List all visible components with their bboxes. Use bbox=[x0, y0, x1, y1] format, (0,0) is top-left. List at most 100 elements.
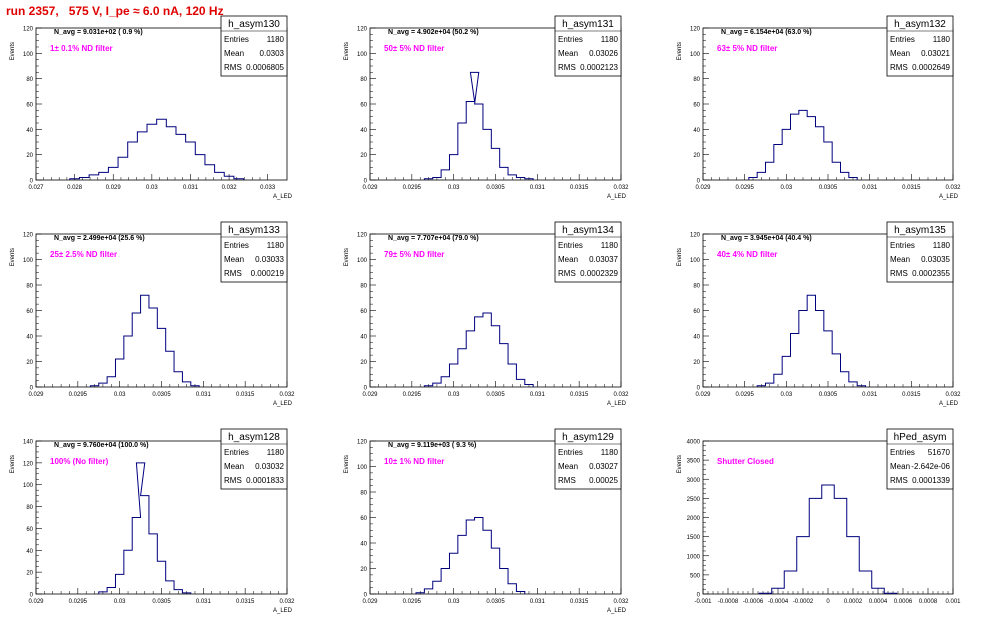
navg-label: N_avg = 9.119e+03 ( 9.3 %) bbox=[388, 442, 476, 449]
x-tick-label: -0.001 bbox=[694, 599, 712, 605]
histogram-bin bbox=[809, 498, 822, 594]
histogram-bin bbox=[872, 588, 885, 594]
x-tick-label: 0.028 bbox=[67, 185, 83, 191]
y-tick-label: 0 bbox=[30, 179, 34, 185]
y-tick-label: 80 bbox=[693, 284, 700, 290]
y-tick-label: 100 bbox=[23, 52, 34, 58]
histogram-name: h_asym128 bbox=[228, 432, 280, 443]
histogram-bin bbox=[824, 142, 832, 180]
stat-value: 0.0001339 bbox=[912, 476, 950, 485]
stat-value: 1180 bbox=[601, 448, 619, 457]
x-axis-label: A_LED bbox=[273, 401, 293, 407]
x-tick-label: 0.0305 bbox=[486, 599, 505, 605]
histogram-bin bbox=[441, 170, 449, 180]
histogram-bin bbox=[149, 308, 157, 387]
histogram-bin bbox=[483, 313, 491, 387]
x-tick-label: 0.029 bbox=[695, 185, 711, 191]
stat-name: RMS bbox=[224, 476, 242, 485]
stat-name: Entries bbox=[558, 448, 583, 457]
histogram-bin bbox=[774, 374, 782, 387]
y-tick-label: 60 bbox=[26, 309, 33, 315]
y-axis-label: Events bbox=[677, 248, 683, 266]
x-tick-label: 0.0305 bbox=[152, 599, 171, 605]
y-tick-label: 60 bbox=[26, 527, 33, 533]
y-tick-label: 20 bbox=[26, 571, 33, 577]
histogram-bin bbox=[99, 172, 109, 180]
y-tick-label: 20 bbox=[26, 360, 33, 366]
y-tick-label: 100 bbox=[23, 258, 34, 264]
y-tick-label: 60 bbox=[360, 309, 367, 315]
y-tick-label: 20 bbox=[26, 153, 33, 159]
stat-value: 0.0002329 bbox=[580, 269, 618, 278]
x-tick-label: 0.0295 bbox=[403, 392, 422, 398]
histogram-bin bbox=[195, 155, 205, 180]
histogram-bin bbox=[458, 535, 466, 594]
histogram-bin bbox=[782, 129, 790, 180]
y-tick-label: 80 bbox=[360, 77, 367, 83]
histogram-bin bbox=[466, 520, 474, 594]
histogram-bin bbox=[822, 485, 835, 594]
stat-name: RMS bbox=[224, 269, 242, 278]
histogram-panel-h_asym131: 0 20 40 60 80 100 120 0.029 0.0295 0.03 0.0305 0.03… bbox=[344, 15, 629, 200]
histogram-name: h_asym135 bbox=[894, 225, 946, 236]
histogram-bin bbox=[132, 313, 140, 387]
histogram-bin bbox=[124, 336, 132, 387]
histogram-bin bbox=[516, 379, 524, 387]
stats-box bbox=[220, 15, 288, 77]
filter-annotation: 1± 0.1% ND filter bbox=[50, 44, 113, 53]
histogram-panel-h_asym132: 0 20 40 60 80 100 120 0.029 0.0295 0.03 0.0305 0.03… bbox=[677, 15, 961, 200]
histogram-bin bbox=[137, 132, 147, 180]
histogram-bin bbox=[424, 589, 432, 594]
y-tick-label: 80 bbox=[693, 77, 700, 83]
y-tick-label: 120 bbox=[23, 27, 34, 33]
histogram-bin bbox=[174, 372, 182, 387]
y-tick-label: 120 bbox=[357, 27, 368, 33]
histogram-outline bbox=[748, 109, 858, 180]
stat-name: RMS bbox=[558, 63, 576, 72]
stat-name: RMS bbox=[890, 476, 908, 485]
x-tick-label: 0.032 bbox=[613, 599, 629, 605]
histogram-bin bbox=[807, 117, 815, 180]
histogram-outline bbox=[423, 71, 534, 180]
x-tick-label: 0.0305 bbox=[152, 392, 171, 398]
histogram-bin bbox=[832, 354, 840, 387]
histogram-name: h_asym133 bbox=[228, 225, 280, 236]
x-tick-label: 0 bbox=[826, 599, 830, 605]
stats-box bbox=[220, 428, 288, 490]
y-tick-label: 0 bbox=[30, 386, 34, 392]
stat-value: 0.03032 bbox=[255, 462, 284, 471]
stat-name: RMS bbox=[558, 269, 576, 278]
y-axis-label: Events bbox=[677, 455, 683, 473]
histogram-bin bbox=[141, 295, 149, 387]
stat-value: 0.000219 bbox=[251, 269, 285, 278]
histogram-bin bbox=[149, 534, 157, 594]
stat-name: RMS bbox=[558, 476, 576, 485]
stat-name: Mean bbox=[890, 462, 910, 471]
histogram-bin bbox=[182, 382, 190, 387]
histogram-bin bbox=[449, 364, 457, 387]
histogram-outline bbox=[89, 294, 200, 387]
histogram-bin bbox=[157, 119, 167, 180]
y-tick-label: 20 bbox=[360, 567, 367, 573]
x-tick-label: 0.032 bbox=[279, 392, 295, 398]
histogram-bin bbox=[508, 584, 516, 594]
x-tick-label: 0.0305 bbox=[819, 185, 838, 191]
stat-value: 0.03027 bbox=[589, 462, 618, 471]
x-tick-label: 0.0315 bbox=[570, 599, 589, 605]
y-tick-label: 0 bbox=[697, 386, 701, 392]
stats-box bbox=[554, 428, 622, 490]
stat-name: Entries bbox=[890, 241, 915, 250]
x-tick-label: -0.0008 bbox=[718, 599, 739, 605]
filter-annotation: 25± 2.5% ND filter bbox=[50, 250, 117, 259]
histogram-panel-h_asym133: 0 20 40 60 80 100 120 0.029 0.0295 0.03 0.0305 0.03… bbox=[10, 221, 295, 407]
navg-label: N_avg = 2.499e+04 (25.6 %) bbox=[54, 235, 145, 242]
y-tick-label: 100 bbox=[23, 483, 34, 489]
histogram-bin bbox=[483, 530, 491, 594]
y-tick-label: 80 bbox=[360, 491, 367, 497]
x-tick-label: 0.0315 bbox=[570, 392, 589, 398]
histogram-bin bbox=[89, 175, 99, 180]
histogram-bin bbox=[766, 383, 774, 387]
histogram-bin bbox=[757, 172, 765, 180]
y-tick-label: 500 bbox=[690, 573, 701, 579]
